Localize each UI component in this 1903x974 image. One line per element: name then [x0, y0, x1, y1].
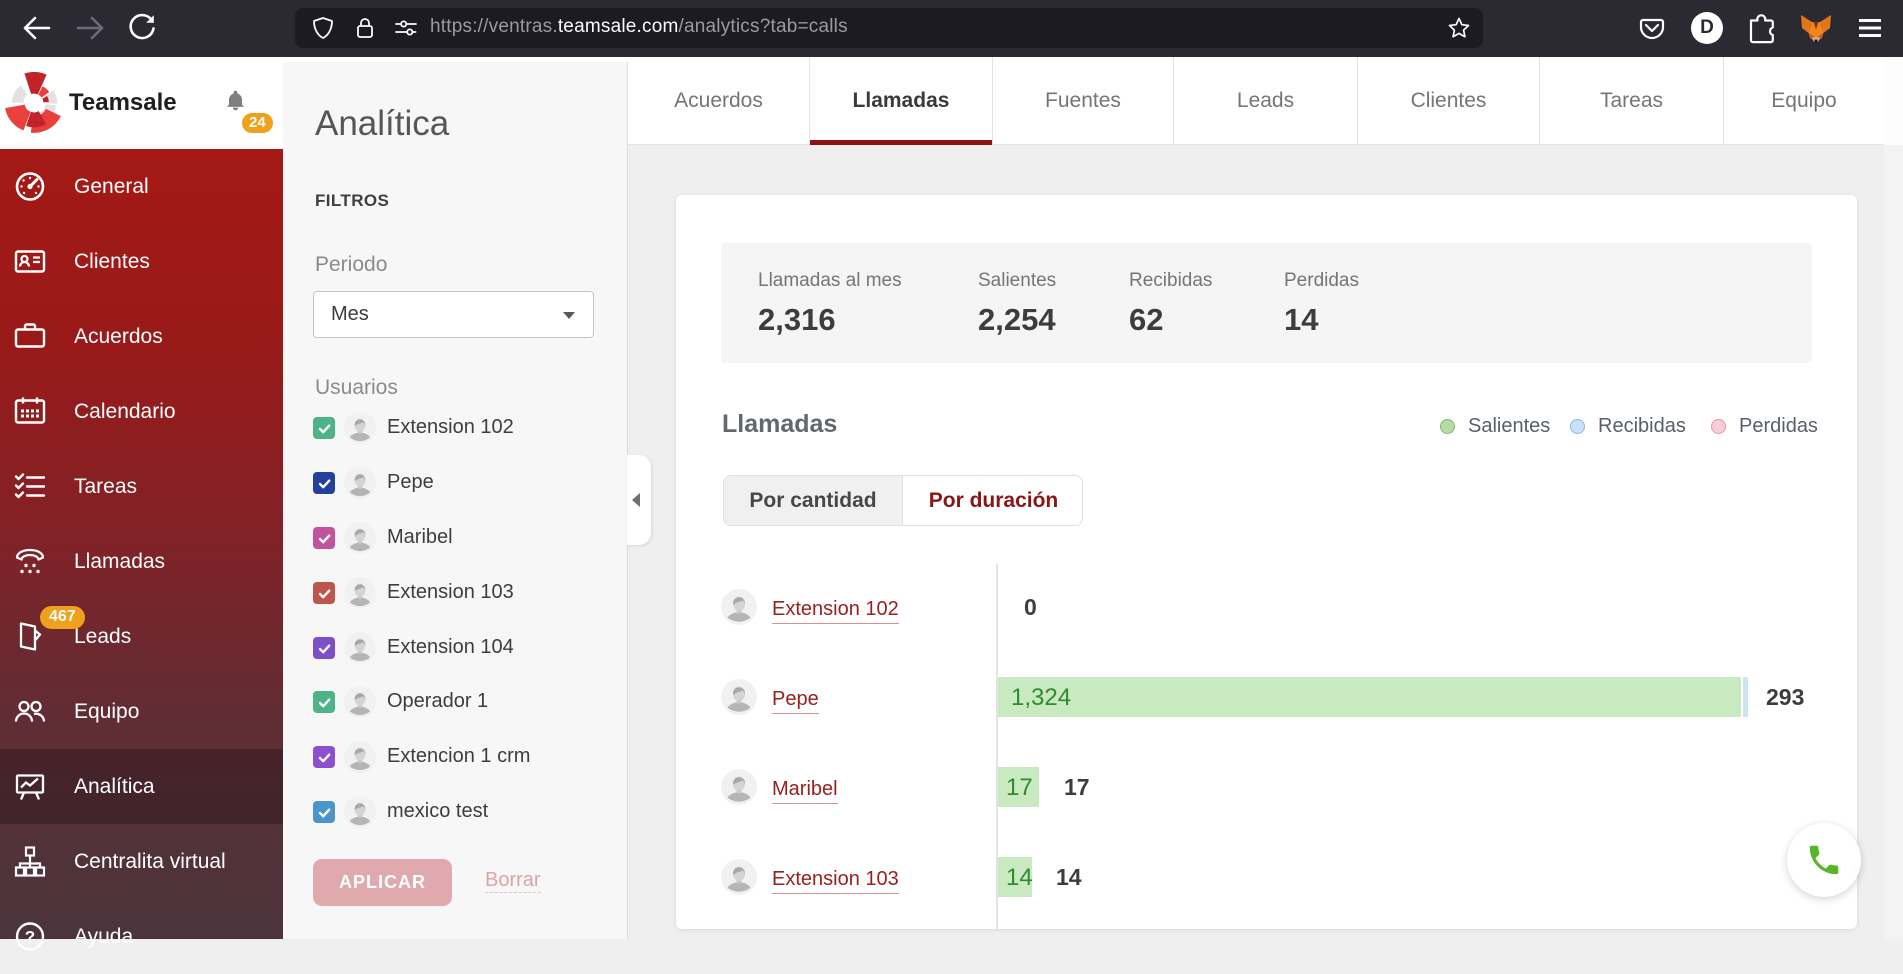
svg-text:?: ? — [24, 928, 34, 947]
